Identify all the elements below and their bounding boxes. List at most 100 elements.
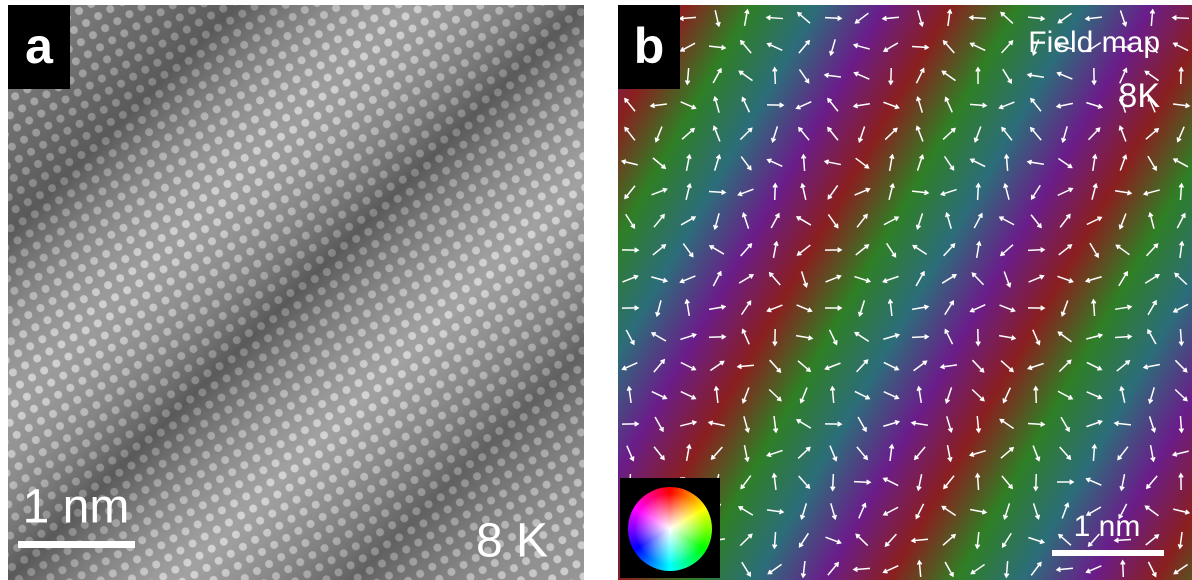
- field-arrow: [772, 328, 778, 347]
- field-arrow: [1172, 42, 1189, 52]
- field-arrow: [884, 127, 898, 141]
- field-arrow: [624, 126, 636, 141]
- field-arrow: [795, 334, 814, 341]
- field-arrow: [913, 446, 926, 461]
- field-arrow: [969, 158, 986, 168]
- panel-label-bg: [8, 5, 70, 89]
- field-arrow: [829, 385, 836, 404]
- field-arrow: [709, 360, 725, 372]
- field-arrow: [829, 445, 838, 462]
- field-arrow: [654, 416, 664, 433]
- field-arrow: [1147, 561, 1157, 578]
- field-arrow: [911, 44, 930, 51]
- field-arrow: [882, 275, 899, 284]
- field-arrow: [1142, 363, 1160, 370]
- field-arrow: [713, 213, 720, 231]
- field-arrow: [946, 445, 953, 463]
- field-arrow: [769, 359, 782, 374]
- field-arrow: [1178, 240, 1185, 259]
- field-arrow: [1061, 502, 1070, 519]
- temperature-label: 8 K: [476, 515, 548, 568]
- field-arrow: [796, 244, 811, 256]
- field-arrow: [969, 102, 988, 109]
- field-arrow: [682, 243, 694, 258]
- field-arrow: [795, 101, 812, 110]
- field-arrow: [1003, 560, 1010, 579]
- field-arrow: [680, 390, 697, 400]
- field-arrow: [707, 420, 725, 427]
- field-arrow: [968, 15, 987, 21]
- field-arrow: [624, 185, 636, 200]
- field-arrow: [798, 39, 811, 54]
- field-arrow: [800, 560, 807, 579]
- field-arrow: [882, 506, 899, 516]
- panel-label: b: [634, 18, 665, 74]
- field-arrow: [1000, 360, 1015, 373]
- field-arrow: [1030, 97, 1042, 112]
- field-arrow: [712, 270, 722, 287]
- field-arrow: [827, 97, 839, 112]
- field-arrow: [796, 11, 811, 24]
- field-arrow: [1171, 15, 1190, 21]
- field-arrow: [854, 12, 869, 24]
- field-arrow: [825, 274, 842, 283]
- field-arrow: [1174, 359, 1188, 373]
- field-arrow: [680, 420, 698, 427]
- field-arrow: [772, 415, 779, 434]
- field-arrow: [883, 216, 900, 226]
- field-arrow: [1085, 565, 1102, 574]
- field-arrow: [944, 561, 954, 578]
- scale-bar: [1052, 550, 1164, 556]
- field-arrow: [882, 42, 899, 52]
- field-arrow: [738, 274, 755, 284]
- field-arrow: [766, 449, 783, 458]
- field-arrow: [1113, 537, 1132, 544]
- field-arrow: [765, 14, 784, 21]
- field-arrow: [998, 101, 1015, 110]
- field-arrow: [797, 360, 812, 373]
- field-arrow: [1092, 153, 1098, 172]
- field-arrow: [1055, 43, 1073, 50]
- field-arrow: [854, 331, 870, 342]
- field-arrow: [679, 275, 696, 284]
- field-arrow: [1091, 443, 1098, 462]
- field-arrow: [968, 450, 986, 457]
- field-arrow: [739, 127, 753, 141]
- field-arrow: [1089, 242, 1099, 259]
- field-arrow: [1027, 305, 1046, 311]
- field-arrow: [678, 15, 697, 22]
- field-arrow: [1026, 159, 1045, 165]
- field-arrow: [823, 159, 841, 166]
- field-arrow: [740, 156, 752, 171]
- field-arrow: [1085, 477, 1102, 486]
- field-arrow: [799, 503, 808, 521]
- field-arrow: [625, 213, 636, 229]
- field-arrow: [823, 72, 842, 79]
- field-arrow: [917, 10, 924, 28]
- field-arrow: [1029, 126, 1042, 141]
- field-arrow: [827, 185, 839, 200]
- field-arrow: [915, 270, 925, 287]
- field-arrow: [651, 276, 669, 283]
- field-arrow: [710, 446, 723, 461]
- panel-label-bg: [618, 5, 680, 89]
- field-arrow: [975, 415, 982, 434]
- field-arrow: [795, 216, 812, 226]
- field-arrow: [852, 566, 871, 573]
- field-arrow: [855, 157, 870, 169]
- field-arrow: [740, 300, 752, 316]
- field-arrow: [685, 153, 692, 171]
- field-arrow: [1003, 182, 1010, 200]
- field-arrow: [945, 211, 952, 229]
- field-arrow: [651, 390, 668, 400]
- field-arrow: [771, 472, 778, 491]
- field-arrow: [999, 304, 1016, 313]
- field-arrow: [852, 43, 870, 50]
- field-arrow: [653, 358, 666, 373]
- field-arrow: [1116, 360, 1131, 372]
- field-arrow: [941, 274, 958, 284]
- field-arrow: [1027, 15, 1046, 22]
- field-arrow: [681, 127, 696, 140]
- field-arrow: [974, 531, 981, 550]
